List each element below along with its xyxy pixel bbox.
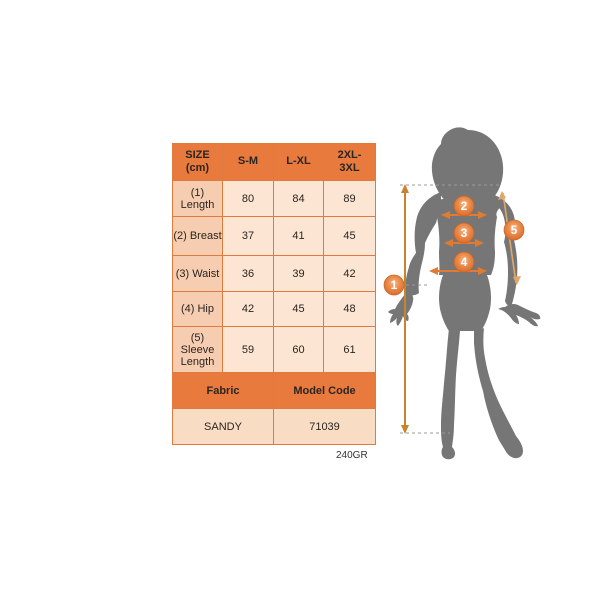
svg-text:5: 5 <box>511 223 518 237</box>
svg-text:4: 4 <box>461 255 468 269</box>
svg-text:1: 1 <box>391 278 398 292</box>
svg-text:3: 3 <box>461 226 468 240</box>
svg-text:2: 2 <box>461 199 468 213</box>
